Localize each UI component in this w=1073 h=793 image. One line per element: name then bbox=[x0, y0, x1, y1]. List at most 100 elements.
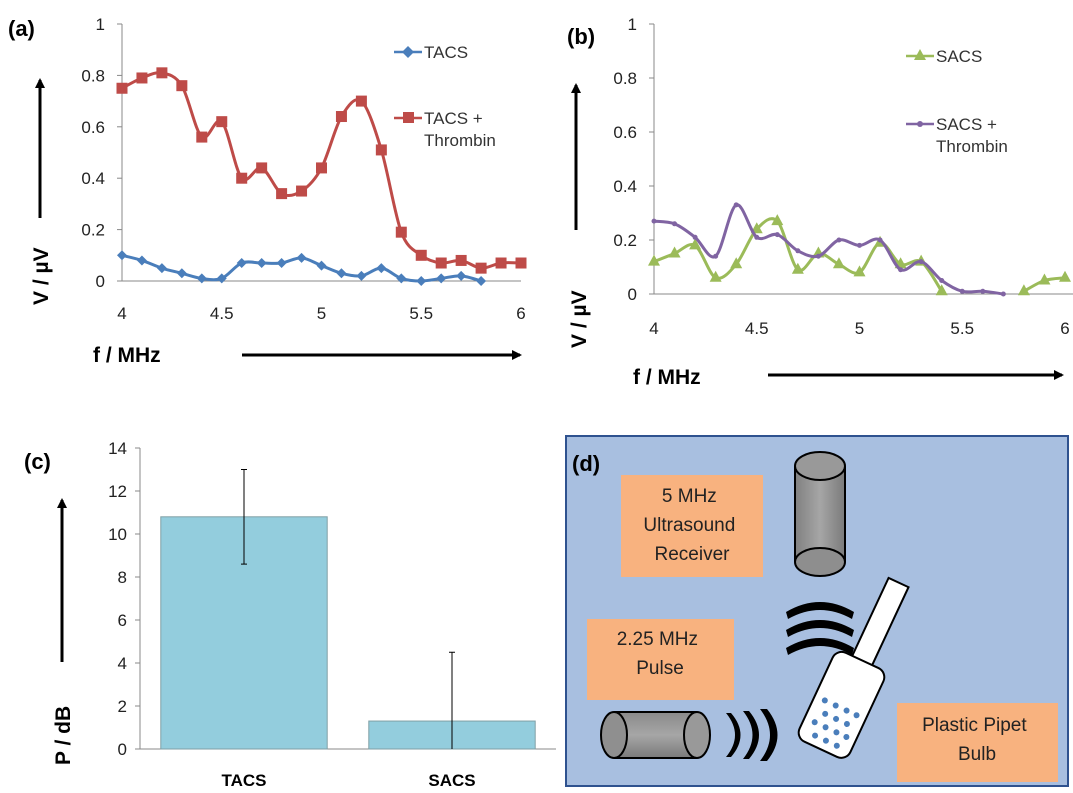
panel-b-x-tick-label: 6 bbox=[1060, 319, 1069, 338]
particle bbox=[822, 737, 829, 744]
legend-item-sacs-thrombin: SACS + Thrombin bbox=[906, 115, 1008, 156]
panel-b-x-tick-label: 4 bbox=[649, 319, 658, 338]
data-point-a-0 bbox=[176, 268, 187, 279]
data-point-b-1 bbox=[857, 242, 862, 248]
data-point-a-0 bbox=[256, 258, 267, 269]
data-point-b-1 bbox=[713, 253, 719, 259]
panel-a-ylabel-group: V / µV bbox=[30, 78, 53, 305]
panel-a-y-tick-label: 0 bbox=[96, 272, 105, 291]
data-point-b-1 bbox=[836, 237, 842, 243]
data-point-a-1 bbox=[156, 67, 168, 79]
receiver-top bbox=[794, 451, 846, 481]
data-point-b-1 bbox=[815, 253, 821, 259]
particle bbox=[832, 702, 839, 709]
data-point-b-0 bbox=[1017, 284, 1030, 296]
legend-marker-sacs bbox=[914, 49, 926, 60]
panel-b-y-tick-label: 0.8 bbox=[613, 69, 637, 88]
panel-b-ylabel-group: V / µV bbox=[568, 83, 591, 348]
panel-a-x-tick-label: 5 bbox=[317, 304, 326, 323]
panel-a-x-ticks: 4 4.5 5 5.5 6 bbox=[117, 304, 525, 323]
data-point-a-0 bbox=[376, 263, 387, 274]
data-point-b-1 bbox=[733, 202, 739, 208]
data-point-b-0 bbox=[935, 284, 948, 296]
wave-arc-up-2 bbox=[786, 620, 854, 637]
particle bbox=[822, 710, 829, 717]
data-point-b-1 bbox=[959, 288, 965, 294]
data-point-a-0 bbox=[336, 268, 347, 279]
panel-b-x-ticks: 4 4.5 5 5.5 6 bbox=[649, 319, 1069, 338]
data-point-a-1 bbox=[176, 80, 188, 92]
panel-a-x-tick-label: 4.5 bbox=[210, 304, 234, 323]
data-point-a-1 bbox=[236, 172, 248, 184]
panel-b-label: (b) bbox=[567, 24, 595, 49]
category-label-tacs: TACS bbox=[221, 771, 266, 790]
data-point-b-0 bbox=[668, 246, 681, 258]
data-point-b-0 bbox=[689, 238, 702, 250]
data-point-a-0 bbox=[117, 250, 127, 261]
data-point-b-1 bbox=[877, 237, 883, 243]
particle bbox=[811, 719, 818, 726]
wave-arc-up-3 bbox=[786, 638, 854, 655]
panel-a-plot bbox=[116, 67, 527, 286]
particle bbox=[843, 733, 850, 740]
data-point-a-1 bbox=[395, 226, 407, 238]
data-point-b-0 bbox=[1059, 270, 1071, 282]
particle bbox=[822, 724, 829, 731]
data-point-b-0 bbox=[730, 257, 743, 269]
panel-b-y-tick-label: 0.2 bbox=[613, 231, 637, 250]
data-point-a-1 bbox=[435, 257, 447, 269]
panel-b: (b) 0 0.2 0.4 0.6 0.8 1 4 4.5 5 5.5 6 V / µV f / … bbox=[567, 15, 1073, 389]
particle bbox=[833, 729, 840, 736]
data-point-a-0 bbox=[396, 273, 407, 284]
pulse-label-box: 2.25 MHz Pulse bbox=[587, 619, 734, 700]
data-point-a-1 bbox=[316, 162, 327, 174]
data-point-b-1 bbox=[651, 218, 657, 224]
data-point-a-0 bbox=[216, 273, 227, 284]
data-point-a-1 bbox=[335, 111, 347, 123]
data-point-a-0 bbox=[416, 276, 427, 286]
wave-arc-up-1 bbox=[786, 602, 854, 619]
panel-b-xlabel-group: f / MHz bbox=[633, 366, 1064, 389]
panel-c-y-tick-label: 2 bbox=[118, 697, 127, 716]
category-label-sacs: SACS bbox=[428, 771, 475, 790]
particle bbox=[843, 720, 850, 727]
pulse-waves bbox=[726, 709, 778, 761]
legend-marker-sacs-thrombin bbox=[917, 121, 923, 127]
legend-item-sacs: SACS bbox=[906, 47, 982, 66]
data-point-b-1 bbox=[774, 232, 780, 238]
panel-a-x-tick-label: 4 bbox=[117, 304, 126, 323]
pulse-label-line2: Pulse bbox=[636, 658, 684, 679]
pipet-label-box: Plastic Pipet Bulb bbox=[897, 703, 1058, 782]
panel-a-xlabel-group: f / MHz bbox=[93, 344, 522, 367]
receiver-label-line2: Ultrasound bbox=[643, 515, 735, 536]
panel-a-xlabel: f / MHz bbox=[93, 344, 161, 367]
panel-b-legend: SACS SACS + Thrombin bbox=[906, 47, 1008, 156]
pulse-back bbox=[600, 711, 628, 759]
series-line-b-1 bbox=[653, 203, 1004, 296]
series-line-b-0 bbox=[653, 217, 943, 293]
data-point-a-1 bbox=[256, 162, 268, 174]
panel-c-y-tick-label: 6 bbox=[118, 611, 127, 630]
legend-label-sacs-thrombin-line2: Thrombin bbox=[936, 137, 1008, 156]
wave-arc-right-1 bbox=[726, 713, 741, 757]
panel-b-x-tick-label: 4.5 bbox=[745, 319, 769, 338]
legend-label-tacs-thrombin: TACS + Thrombin bbox=[424, 109, 496, 150]
legend-label-sacs-thrombin-line1: SACS + bbox=[936, 115, 997, 134]
data-point-a-1 bbox=[515, 257, 527, 269]
pulse-label-line1: 2.25 MHz bbox=[617, 629, 698, 650]
data-point-a-1 bbox=[475, 262, 487, 274]
panel-a-y-tick-label: 0.8 bbox=[81, 66, 105, 85]
pipet-label-bg bbox=[897, 703, 1058, 782]
data-point-b-0 bbox=[771, 214, 784, 226]
panel-a-ylabel: V / µV bbox=[30, 247, 53, 305]
panel-b-y-ticks: 0 0.2 0.4 0.6 0.8 1 bbox=[613, 15, 654, 304]
data-point-b-1 bbox=[918, 259, 924, 265]
data-point-a-0 bbox=[436, 273, 447, 284]
data-point-b-1 bbox=[898, 267, 904, 273]
panel-b-y-tick-label: 0.6 bbox=[613, 123, 637, 142]
legend-item-tacs-thrombin: TACS + Thrombin bbox=[394, 109, 496, 150]
data-point-b-0 bbox=[832, 257, 845, 269]
panel-c-ylabel: P / dB bbox=[52, 706, 75, 765]
legend-label-sacs: SACS bbox=[936, 47, 982, 66]
